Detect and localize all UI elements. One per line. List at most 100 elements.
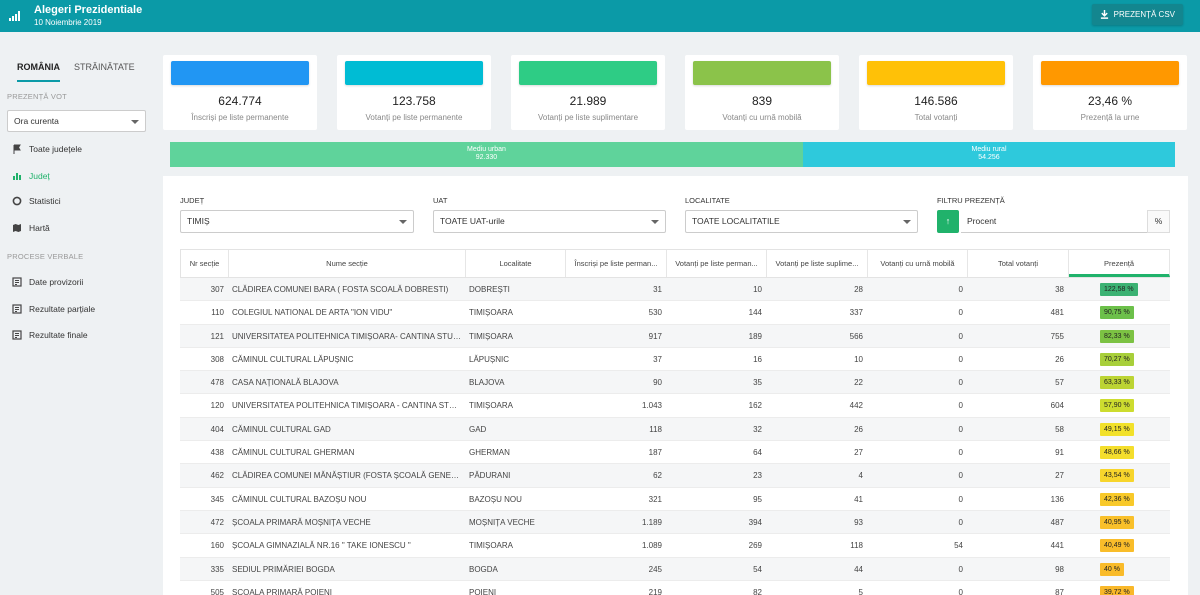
uat-select-value: TOATE UAT-urile bbox=[440, 216, 505, 226]
nav-statistici[interactable]: Statistici bbox=[12, 196, 61, 206]
table-row[interactable]: 110 COLEGIUL NATIONAL DE ARTA "ION VIDU" T… bbox=[180, 301, 1170, 325]
stat-card: 146.586 Total votanți bbox=[859, 55, 1013, 130]
cell-vsupl: 41 bbox=[854, 494, 863, 504]
cell-nume: CĂMINUL CULTURAL GHERMAN bbox=[232, 448, 355, 458]
localitate-select[interactable]: TOATE LOCALITATILE bbox=[685, 210, 918, 233]
tab-romania[interactable]: ROMÂNIA bbox=[17, 60, 60, 82]
cell-total: 441 bbox=[1050, 541, 1064, 551]
cell-vperm: 162 bbox=[748, 401, 762, 411]
stat-card-value: 21.989 bbox=[569, 94, 607, 108]
table-row[interactable]: 308 CĂMINUL CULTURAL LĂPUȘNIC LĂPUȘNIC 37 16… bbox=[180, 348, 1170, 372]
sort-direction-button[interactable]: ↑ bbox=[937, 210, 959, 233]
nav-rezultate-partiale[interactable]: Rezultate parțiale bbox=[12, 304, 95, 314]
nav-toate-judetele[interactable]: Toate județele bbox=[12, 144, 82, 154]
csv-download-button[interactable]: PREZENȚĂ CSV bbox=[1091, 4, 1183, 25]
cell-nume: SEDIUL PRIMĂRIEI BOGDA bbox=[232, 564, 335, 574]
stat-card: 123.758 Votanți pe liste permanente bbox=[337, 55, 491, 130]
column-header[interactable]: Total votanți bbox=[968, 250, 1069, 277]
cell-vsupl: 93 bbox=[854, 517, 863, 527]
table-row[interactable]: 478 CASA NAȚIONALĂ BLAJOVA BLAJOVA 90 35 22 0 5… bbox=[180, 371, 1170, 395]
cell-vperm: 144 bbox=[748, 308, 762, 318]
table-row[interactable]: 160 ȘCOALA GIMNAZIALĂ NR.16 " TAKE IONESC… bbox=[180, 534, 1170, 558]
cell-total: 57 bbox=[1055, 378, 1064, 388]
cell-total: 481 bbox=[1050, 308, 1064, 318]
table-row[interactable]: 438 CĂMINUL CULTURAL GHERMAN GHERMAN 187 64 2… bbox=[180, 441, 1170, 465]
table-row[interactable]: 462 CLĂDIREA COMUNEI MĂNĂȘTIUR (FOSTA ȘCO… bbox=[180, 464, 1170, 488]
cell-nume: CLĂDIREA COMUNEI MĂNĂȘTIUR (FOSTA ȘCOALĂ… bbox=[232, 471, 461, 481]
prezenta-input[interactable]: Procent bbox=[961, 210, 1170, 233]
cell-inscrisi: 37 bbox=[653, 354, 662, 364]
cell-nr: 404 bbox=[210, 424, 224, 434]
nav-label: Statistici bbox=[29, 196, 61, 206]
cell-vmobil: 54 bbox=[954, 541, 963, 551]
section-label-prezenta: PREZENȚĂ VOT bbox=[7, 92, 67, 101]
table-row[interactable]: 121 UNIVERSITATEA POLITEHNICA TIMIȘOARA- … bbox=[180, 324, 1170, 348]
column-header[interactable]: Votanți pe liste suplime... bbox=[767, 250, 868, 277]
nav-date-provizorii[interactable]: Date provizorii bbox=[12, 277, 83, 287]
time-select[interactable]: Ora curenta bbox=[7, 110, 146, 132]
cell-inscrisi: 219 bbox=[648, 587, 662, 595]
column-header[interactable]: Votanți pe liste perman... bbox=[667, 250, 767, 277]
column-header[interactable]: Localitate bbox=[466, 250, 566, 277]
stat-card-label: Votanți pe liste suplimentare bbox=[537, 113, 639, 122]
table-row[interactable]: 345 CĂMINUL CULTURAL BAZOȘU NOU BAZOȘU NOU… bbox=[180, 488, 1170, 511]
cell-vsupl: 566 bbox=[849, 331, 863, 341]
cell-inscrisi: 1.089 bbox=[641, 541, 662, 551]
table-row[interactable]: 335 SEDIUL PRIMĂRIEI BOGDA BOGDA 245 54 44 0 98… bbox=[180, 557, 1170, 581]
cell-vmobil: 0 bbox=[958, 448, 963, 458]
nav-rezultate-finale[interactable]: Rezultate finale bbox=[12, 330, 88, 340]
cell-nume: CĂMINUL CULTURAL BAZOȘU NOU bbox=[232, 494, 367, 504]
judet-select[interactable]: TIMIȘ bbox=[180, 210, 414, 233]
uat-filter-label: UAT bbox=[433, 196, 448, 205]
stat-card-color-bar bbox=[693, 61, 831, 85]
cell-vperm: 54 bbox=[753, 564, 762, 574]
stat-card: 23,46 % Prezență la urne bbox=[1033, 55, 1187, 130]
stat-card: 839 Votanți cu urnă mobilă bbox=[685, 55, 839, 130]
stat-card: 21.989 Votanți pe liste suplimentare bbox=[511, 55, 665, 130]
cell-vsupl: 442 bbox=[849, 401, 863, 411]
column-header[interactable]: Nr secție bbox=[181, 250, 229, 277]
map-icon bbox=[13, 224, 21, 232]
cell-vmobil: 0 bbox=[958, 331, 963, 341]
column-header[interactable]: Votanți cu urnă mobilă bbox=[868, 250, 968, 277]
table-row[interactable]: 505 ȘCOALA PRIMARĂ POIENI POIENI 219 82 5 0 87 3… bbox=[180, 581, 1170, 595]
cell-loc: TIMIȘOARA bbox=[469, 401, 514, 411]
cell-nume: CĂMINUL CULTURAL LĂPUȘNIC bbox=[232, 354, 354, 364]
cell-loc: POIENI bbox=[469, 587, 497, 595]
column-header[interactable]: Nume secție bbox=[229, 250, 466, 277]
cell-nume: ȘCOALA PRIMARĂ POIENI bbox=[232, 587, 333, 595]
prezenta-filter-label: FILTRU PREZENȚĂ bbox=[937, 196, 1005, 205]
cell-nr: 438 bbox=[210, 448, 224, 458]
prezenta-badge: 40,49 % bbox=[1100, 539, 1134, 553]
uat-select[interactable]: TOATE UAT-urile bbox=[433, 210, 666, 233]
document-icon bbox=[12, 304, 22, 314]
table-row[interactable]: 307 CLĂDIREA COMUNEI BARA ( FOSTA SCOALĂ … bbox=[180, 278, 1170, 302]
cell-vmobil: 0 bbox=[958, 517, 963, 527]
column-header[interactable]: Înscriși pe liste perman... bbox=[566, 250, 667, 277]
prezenta-badge: 49,15 % bbox=[1100, 422, 1134, 436]
stat-card-value: 123.758 bbox=[392, 94, 436, 108]
table-row[interactable]: 472 ȘCOALA PRIMARĂ MOȘNIȚA VECHE MOȘNIȚA V… bbox=[180, 510, 1170, 535]
nav-judet[interactable]: Județ bbox=[12, 171, 50, 181]
prezenta-badge: 70,27 % bbox=[1100, 352, 1134, 366]
percent-suffix: % bbox=[1147, 210, 1170, 233]
cell-loc: PĂDURANI bbox=[469, 471, 511, 481]
cell-loc: LĂPUȘNIC bbox=[469, 354, 510, 364]
cell-nume: CLĂDIREA COMUNEI BARA ( FOSTA SCOALĂ DOB… bbox=[232, 285, 449, 294]
circle-icon bbox=[12, 196, 22, 206]
cell-total: 26 bbox=[1055, 354, 1064, 364]
cell-vmobil: 0 bbox=[958, 587, 963, 595]
cell-vmobil: 0 bbox=[958, 564, 963, 574]
cell-nr: 308 bbox=[210, 354, 224, 364]
tab-strainatate[interactable]: STRĂINĂTATE bbox=[74, 62, 135, 72]
cell-nume: COLEGIUL NATIONAL DE ARTA "ION VIDU" bbox=[232, 308, 393, 318]
cell-inscrisi: 62 bbox=[653, 471, 662, 481]
column-header[interactable]: Prezență bbox=[1069, 250, 1170, 277]
stat-card-value: 146.586 bbox=[914, 94, 958, 108]
cell-vperm: 64 bbox=[753, 448, 762, 458]
nav-harta[interactable]: Hartă bbox=[12, 223, 50, 233]
rural-label: Mediu rural bbox=[971, 146, 1007, 153]
urban-share-bar: Mediu urban 92.330 bbox=[170, 142, 803, 167]
table-row[interactable]: 120 UNIVERSITATEA POLITEHNICA TIMIȘOARA -… bbox=[180, 394, 1170, 418]
table-row[interactable]: 404 CĂMINUL CULTURAL GAD GAD 118 32 26 0 58 49,1… bbox=[180, 417, 1170, 442]
